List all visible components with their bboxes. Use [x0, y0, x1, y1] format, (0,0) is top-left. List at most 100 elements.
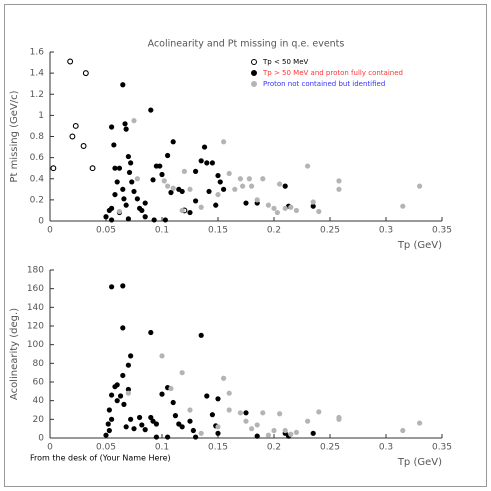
y-tick-label: 1.4 [30, 69, 45, 79]
point [50, 165, 57, 172]
point [215, 191, 221, 198]
point [121, 196, 127, 202]
point [249, 183, 255, 189]
point [198, 332, 204, 338]
point [193, 198, 199, 204]
point [109, 416, 115, 422]
point [215, 172, 221, 179]
point [148, 414, 154, 421]
point [282, 183, 288, 189]
point [213, 202, 219, 208]
point [221, 139, 227, 145]
point [226, 170, 232, 177]
point [159, 171, 165, 178]
point [114, 179, 120, 185]
point [157, 163, 163, 169]
point [129, 179, 135, 185]
point [265, 202, 271, 208]
point [226, 390, 232, 396]
y-tick-label: 40 [33, 396, 45, 406]
point [198, 430, 204, 436]
point [148, 329, 154, 336]
point [187, 209, 193, 216]
x-tick-label: 0.2 [267, 226, 281, 236]
x-tick-label: 0.3 [379, 443, 393, 453]
legend-marker [251, 59, 257, 65]
y-tick-label: 120 [27, 322, 44, 332]
point [206, 188, 212, 195]
point [204, 160, 210, 166]
y-tick-label: 0.2 [30, 195, 44, 205]
point [131, 118, 137, 124]
x-tick-label: 0.35 [432, 443, 452, 453]
point [198, 204, 204, 210]
point [243, 200, 249, 206]
point [204, 393, 210, 399]
point [120, 372, 126, 379]
x-tick-label: 0.3 [379, 226, 393, 236]
x-tick-label: 0.1 [155, 443, 169, 453]
point [305, 418, 311, 424]
point [400, 427, 406, 434]
point [165, 152, 171, 159]
point [123, 202, 129, 208]
x-axis-label: Tp (GeV) [397, 240, 442, 251]
legend-label: Tp < 50 MeV [262, 58, 309, 66]
point [217, 179, 223, 185]
point [277, 411, 283, 417]
point [254, 197, 260, 203]
point [172, 413, 179, 419]
point [69, 133, 76, 140]
point [243, 418, 249, 424]
point [126, 169, 133, 176]
point [153, 434, 159, 440]
x-tick-label: 0.35 [432, 226, 452, 236]
point [237, 410, 243, 416]
x-tick-label: 0.2 [267, 443, 281, 453]
point [114, 398, 120, 404]
y-tick-label: 0 [38, 217, 44, 227]
point [310, 430, 316, 436]
y-tick-label: 1.6 [30, 48, 45, 58]
point [179, 188, 185, 195]
point [148, 107, 154, 113]
point [193, 168, 199, 174]
point [120, 325, 126, 331]
y-axis-label: Pt missing (GeV/c) [9, 90, 20, 182]
point [165, 434, 171, 440]
point [190, 427, 196, 434]
point [179, 424, 185, 430]
x-tick-label: 0 [47, 443, 53, 453]
x-tick-label: 0.1 [155, 226, 169, 236]
point [103, 432, 109, 438]
x-tick-label: 0.25 [320, 226, 340, 236]
point [121, 401, 127, 407]
y-tick-label: 0.6 [30, 153, 45, 163]
point [209, 160, 215, 166]
point [131, 188, 137, 195]
point [142, 214, 148, 220]
point [179, 207, 185, 214]
point [277, 181, 283, 187]
y-tick-label: 180 [27, 266, 44, 276]
x-tick-label: 0 [47, 226, 53, 236]
point [123, 126, 129, 132]
chart-title: Acolinearity and Pt missing in q.e. even… [148, 39, 345, 50]
point [123, 424, 129, 430]
y-tick-label: 20 [33, 415, 45, 425]
point [305, 163, 311, 169]
x-tick-label: 0.05 [96, 443, 116, 453]
point [254, 422, 260, 428]
point [116, 165, 123, 171]
point [237, 176, 243, 182]
point [120, 82, 126, 88]
point [265, 432, 271, 438]
point [106, 407, 112, 413]
point [201, 144, 208, 150]
point [67, 58, 74, 65]
point [187, 186, 193, 192]
y-tick-label: 100 [27, 340, 44, 350]
y-tick-label: 1 [38, 111, 44, 121]
point [165, 183, 171, 189]
